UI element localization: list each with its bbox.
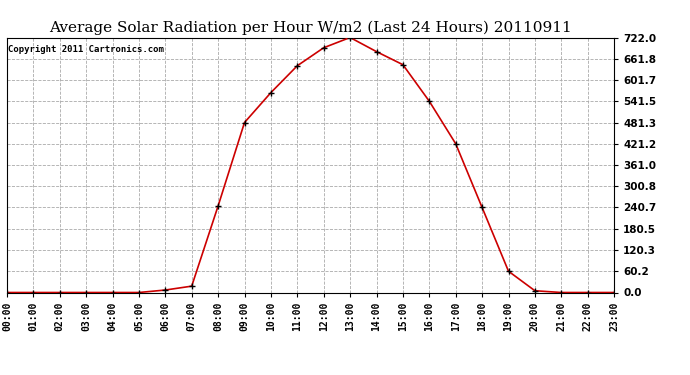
Title: Average Solar Radiation per Hour W/m2 (Last 24 Hours) 20110911: Average Solar Radiation per Hour W/m2 (L… (49, 21, 572, 35)
Text: Copyright 2011 Cartronics.com: Copyright 2011 Cartronics.com (8, 45, 164, 54)
